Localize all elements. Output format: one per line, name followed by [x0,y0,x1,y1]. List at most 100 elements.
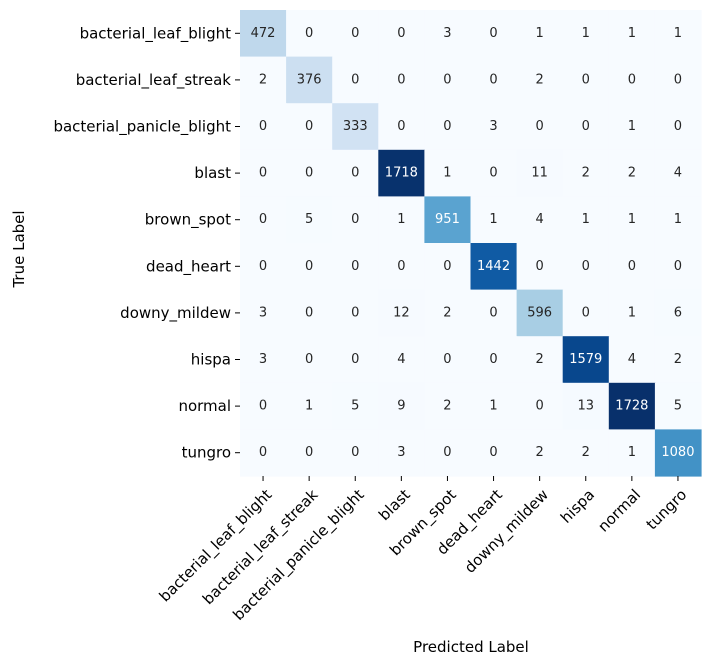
heatmap-cell [654,149,702,197]
y-axis-ticks: bacterial_leaf_blight bacterial_leaf_stre… [53,24,240,462]
cell-value-label: 0 [397,119,405,134]
heatmap-cell [424,429,472,477]
cell-value-label: 0 [443,445,451,460]
heatmap-cell [424,56,472,104]
cell-value-label: 1 [536,26,544,41]
heatmap-cell [516,382,564,430]
heatmap-cell [608,149,656,197]
x-tick-label: downy_mildew [461,486,553,578]
cell-value-label: 1 [628,445,636,460]
heatmap-cell [378,382,425,430]
heatmap-cell [470,429,518,477]
cell-value-label: 2 [443,305,451,320]
cell-value-label: 0 [351,259,359,274]
heatmap-cell [240,429,287,477]
cell-value-label: 0 [582,72,590,87]
cell-value-label: 951 [435,212,460,227]
heatmap-cell [378,336,425,384]
cell-value-label: 0 [582,305,590,320]
cell-value-label: 1 [305,399,313,414]
heatmap-cell [286,382,333,430]
heatmap-cell [562,103,610,151]
cell-value-label: 0 [351,212,359,227]
cell-value-label: 2 [674,352,682,367]
cell-value-label: 1 [397,212,405,227]
heatmap-cell [562,149,610,197]
cell-value-label: 0 [351,72,359,87]
heatmap-cell [470,382,518,430]
heatmap-cell [470,196,518,244]
cell-value-label: 4 [674,166,682,181]
cell-value-label: 1 [674,212,682,227]
cell-value-label: 2 [443,399,451,414]
heatmap-cell [562,10,610,58]
cell-value-label: 1 [582,26,590,41]
cell-value-label: 2 [582,166,590,181]
cell-value-label: 0 [305,259,313,274]
heatmap-cell [654,336,702,384]
heatmap-cell [654,429,702,477]
heatmap-cell [562,336,610,384]
cell-value-label: 0 [582,259,590,274]
heatmap-cell [378,103,425,151]
cell-value-label: 0 [489,166,497,181]
cell-value-label: 1 [674,26,682,41]
cell-value-label: 0 [397,259,405,274]
cell-value-label: 0 [489,26,497,41]
x-axis-title: Predicted Label [413,638,529,656]
cell-value-label: 5 [674,399,682,414]
heatmap-cell [562,196,610,244]
x-tick-label: normal [594,486,644,536]
heatmap-cell [378,149,425,197]
heatmap-cell [654,382,702,430]
cell-value-label: 1 [628,305,636,320]
heatmap-cell [608,56,656,104]
cell-value-label: 1579 [569,352,602,367]
cell-value-label: 0 [259,259,267,274]
heatmap-cell [240,56,287,104]
cell-value-label: 2 [259,72,267,87]
cell-value-label: 1 [489,399,497,414]
heatmap-cell [516,429,564,477]
heatmap-cell [608,243,656,291]
y-tick-label: normal [178,397,231,415]
cell-value-label: 2 [582,445,590,460]
heatmap-cell [332,196,379,244]
cell-value-label: 0 [489,352,497,367]
cell-value-label: 1 [628,212,636,227]
heatmap-cell [332,149,379,197]
heatmap-cell [332,243,379,291]
cell-value-label: 3 [397,445,405,460]
heatmap-cell [516,243,564,291]
cell-value-label: 0 [259,212,267,227]
heatmap-cell [654,289,702,337]
heatmap-cell [424,243,472,291]
heatmap-cells [240,10,702,477]
heatmap-cell [516,56,564,104]
cell-value-label: 0 [628,259,636,274]
heatmap-cell [286,336,333,384]
cell-value-label: 3 [259,305,267,320]
cell-value-label: 13 [577,399,594,414]
heatmap-cell [470,243,518,291]
cell-value-label: 0 [582,119,590,134]
cell-value-label: 0 [489,72,497,87]
heatmap-cell [424,10,472,58]
x-tick-label: hispa [557,486,598,527]
heatmap-cell [562,243,610,291]
cell-value-label: 0 [536,119,544,134]
heatmap-cell [562,289,610,337]
cell-value-label: 0 [305,352,313,367]
heatmap-cell [286,10,333,58]
heatmap-cell [424,149,472,197]
heatmap-cell [516,196,564,244]
cell-value-label: 0 [536,259,544,274]
cell-value-label: 0 [351,305,359,320]
y-tick-label: bacterial_panicle_blight [53,118,231,137]
heatmap-cell [516,10,564,58]
cell-value-label: 1718 [385,166,418,181]
cell-value-label: 9 [397,399,405,414]
heatmap-cell [240,196,287,244]
heatmap-cell [286,196,333,244]
